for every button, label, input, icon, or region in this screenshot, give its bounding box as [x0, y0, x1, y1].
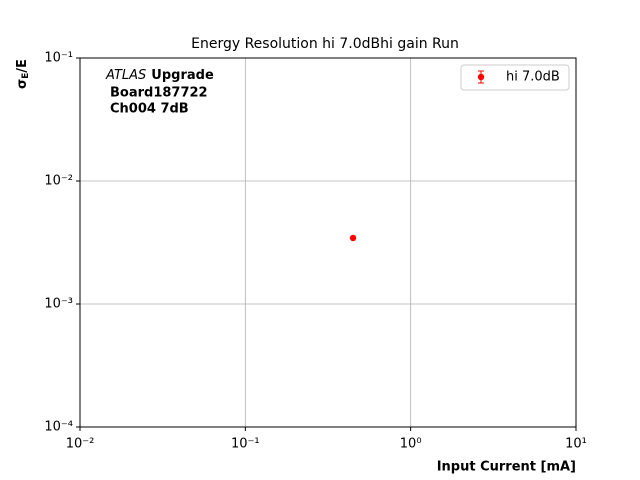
y-tick-label: 10⁻³ — [44, 297, 73, 312]
x-tick-label: 10⁻¹ — [231, 437, 260, 452]
data-point — [349, 234, 357, 242]
y-label-subscript: E — [21, 73, 31, 79]
y-axis-label: σE/E — [15, 59, 31, 89]
y-label-rest: /E — [15, 59, 30, 73]
y-tick-label: 10⁻² — [44, 174, 73, 189]
x-tick-label: 10¹ — [565, 437, 587, 452]
annotation-line: Board187722 — [110, 86, 208, 101]
y-label-symbol: σ — [15, 79, 30, 89]
x-axis-label: Input Current [mA] — [437, 460, 576, 475]
y-tick-label: 10⁻⁴ — [44, 420, 73, 435]
y-tick-label: 10⁻¹ — [44, 51, 73, 66]
annotation-line: Ch004 7dB — [110, 102, 189, 117]
plot-frame — [79, 57, 577, 428]
chart-title: Energy Resolution hi 7.0dBhi gain Run — [191, 36, 459, 52]
x-tick-label: 10⁻² — [66, 437, 95, 452]
annotation-italic: ATLAS — [105, 68, 146, 83]
annotation: ATLAS Upgrade — [105, 68, 214, 83]
legend-label: hi 7.0dB — [506, 70, 560, 85]
legend-marker — [477, 73, 485, 81]
x-tick-label: 10⁰ — [400, 437, 422, 452]
legend-box — [460, 64, 570, 91]
annotation-bold: Upgrade — [151, 68, 214, 83]
